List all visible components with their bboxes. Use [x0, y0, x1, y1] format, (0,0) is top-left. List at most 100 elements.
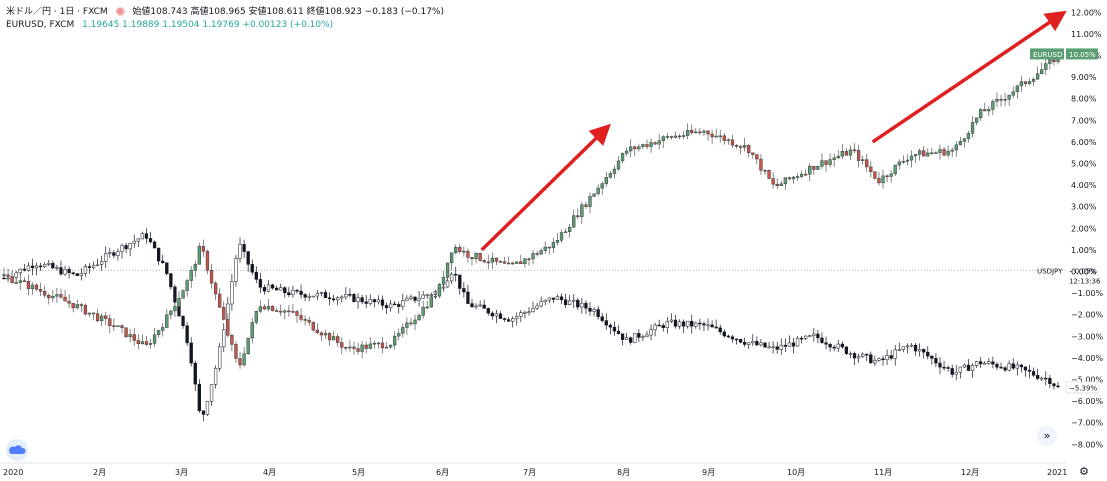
eurusd-candle: [315, 323, 320, 334]
usdjpy-body: [205, 401, 210, 415]
eurusd-candle: [861, 155, 865, 165]
usdjpy-body: [987, 361, 991, 364]
usdjpy-candle: [266, 279, 271, 293]
symbol-label[interactable]: 米ドル／円 · 1日 · FXCM: [6, 7, 108, 17]
usdjpy-candle: [897, 342, 901, 352]
eurusd-candle: [942, 146, 946, 157]
usdjpy-body: [922, 349, 926, 353]
eurusd-candle: [722, 132, 726, 145]
eurusd-candle: [848, 145, 853, 160]
eurusd-body: [755, 154, 759, 160]
eurusd-body: [551, 242, 556, 249]
eurusd-candle: [262, 304, 267, 311]
usdjpy-body: [340, 296, 344, 299]
eurusd-body: [230, 335, 234, 345]
compare-symbol-label[interactable]: EURUSD, FXCM: [6, 20, 75, 30]
eurusd-body: [43, 291, 47, 296]
usdjpy-body: [270, 284, 275, 289]
usdjpy-candle: [751, 334, 755, 346]
usdjpy-candle: [344, 287, 348, 300]
eurusd-candle: [999, 94, 1003, 107]
usdjpy-candle: [22, 263, 26, 272]
usdjpy-candle: [824, 336, 828, 350]
usdjpy-body: [515, 316, 519, 319]
eurusd-body: [26, 280, 31, 290]
usdjpy-body: [299, 290, 303, 295]
usdjpy-candle: [83, 264, 88, 277]
usdjpy-body: [718, 327, 722, 333]
eurusd-candle: [181, 289, 185, 299]
usdjpy-candle: [169, 273, 173, 290]
usdjpy-candle: [795, 336, 800, 347]
eurusd-candle: [865, 153, 869, 172]
eurusd-body: [1048, 59, 1052, 64]
usdjpy-body: [706, 324, 710, 327]
compare-values: 1.19645 1.19889 1.19504 1.19769 +0.00123…: [82, 20, 334, 30]
double-chevron-right-icon[interactable]: »: [1037, 426, 1057, 446]
usdjpy-candle: [673, 314, 678, 329]
usdjpy-candle: [1040, 376, 1044, 382]
usdjpy-body: [303, 294, 307, 298]
eurusd-body: [523, 258, 527, 265]
eurusd-candle: [905, 154, 910, 166]
bar-countdown: 12:13:36: [1069, 277, 1101, 285]
eurusd-body: [279, 310, 283, 313]
usdjpy-candle: [893, 345, 897, 366]
y-tick-label: 9.00%: [1071, 73, 1097, 82]
eurusd-candle: [454, 244, 458, 255]
eurusd-candle: [441, 270, 446, 288]
eurusd-body: [535, 253, 539, 255]
usdjpy-body: [511, 318, 515, 322]
eurusd-candle: [539, 248, 543, 255]
usdjpy-candle: [726, 334, 731, 338]
usdjpy-body: [26, 265, 31, 271]
eurusd-candle: [511, 261, 515, 265]
y-tick-label: 1.00%: [1071, 246, 1097, 255]
y-tick-label: −8.00%: [1071, 440, 1104, 449]
eurusd-candle: [535, 250, 539, 257]
eurusd-candle: [425, 300, 429, 310]
eurusd-candle: [87, 312, 92, 317]
eurusd-body: [641, 144, 645, 147]
trend-arrow: [871, 10, 1067, 144]
usdjpy-body: [95, 264, 100, 266]
eurusd-candle: [694, 128, 698, 134]
eurusd-candle: [559, 229, 564, 243]
usdjpy-body: [148, 238, 153, 243]
eurusd-body: [779, 183, 783, 187]
eurusd-candle: [885, 174, 889, 183]
gear-icon[interactable]: ⚙: [1079, 465, 1089, 478]
usdjpy-body: [336, 297, 340, 301]
eurusd-candle: [250, 317, 254, 344]
eurusd-candle: [71, 303, 75, 313]
eurusd-body: [344, 347, 348, 349]
usdjpy-body: [287, 292, 291, 296]
usdjpy-candle: [511, 316, 515, 328]
usdjpy-body: [637, 333, 641, 338]
tradingview-cloud-icon[interactable]: [6, 439, 28, 461]
usdjpy-candle: [539, 296, 543, 308]
eurusd-candle: [384, 342, 389, 349]
eurusd-body: [816, 166, 820, 170]
eurusd-body: [295, 311, 299, 316]
y-tick-label: −4.00%: [1071, 354, 1104, 363]
eurusd-body: [633, 146, 637, 150]
usdjpy-candle: [47, 259, 51, 267]
eurusd-candle: [63, 289, 67, 302]
eurusd-body: [861, 159, 865, 161]
eurusd-body: [409, 322, 413, 325]
usdjpy-body: [661, 325, 665, 329]
eurusd-candle: [568, 223, 572, 238]
eurusd-body: [645, 144, 649, 147]
usdjpy-body: [783, 344, 787, 347]
usdjpy-body: [494, 313, 499, 317]
eurusd-body: [653, 142, 657, 145]
usdjpy-candle: [193, 360, 197, 392]
eurusd-body: [222, 306, 226, 320]
usdjpy-candle: [95, 258, 100, 267]
eurusd-body: [612, 168, 617, 174]
eurusd-body: [576, 215, 580, 218]
eurusd-candle: [388, 344, 393, 350]
usdjpy-candle: [775, 341, 779, 354]
